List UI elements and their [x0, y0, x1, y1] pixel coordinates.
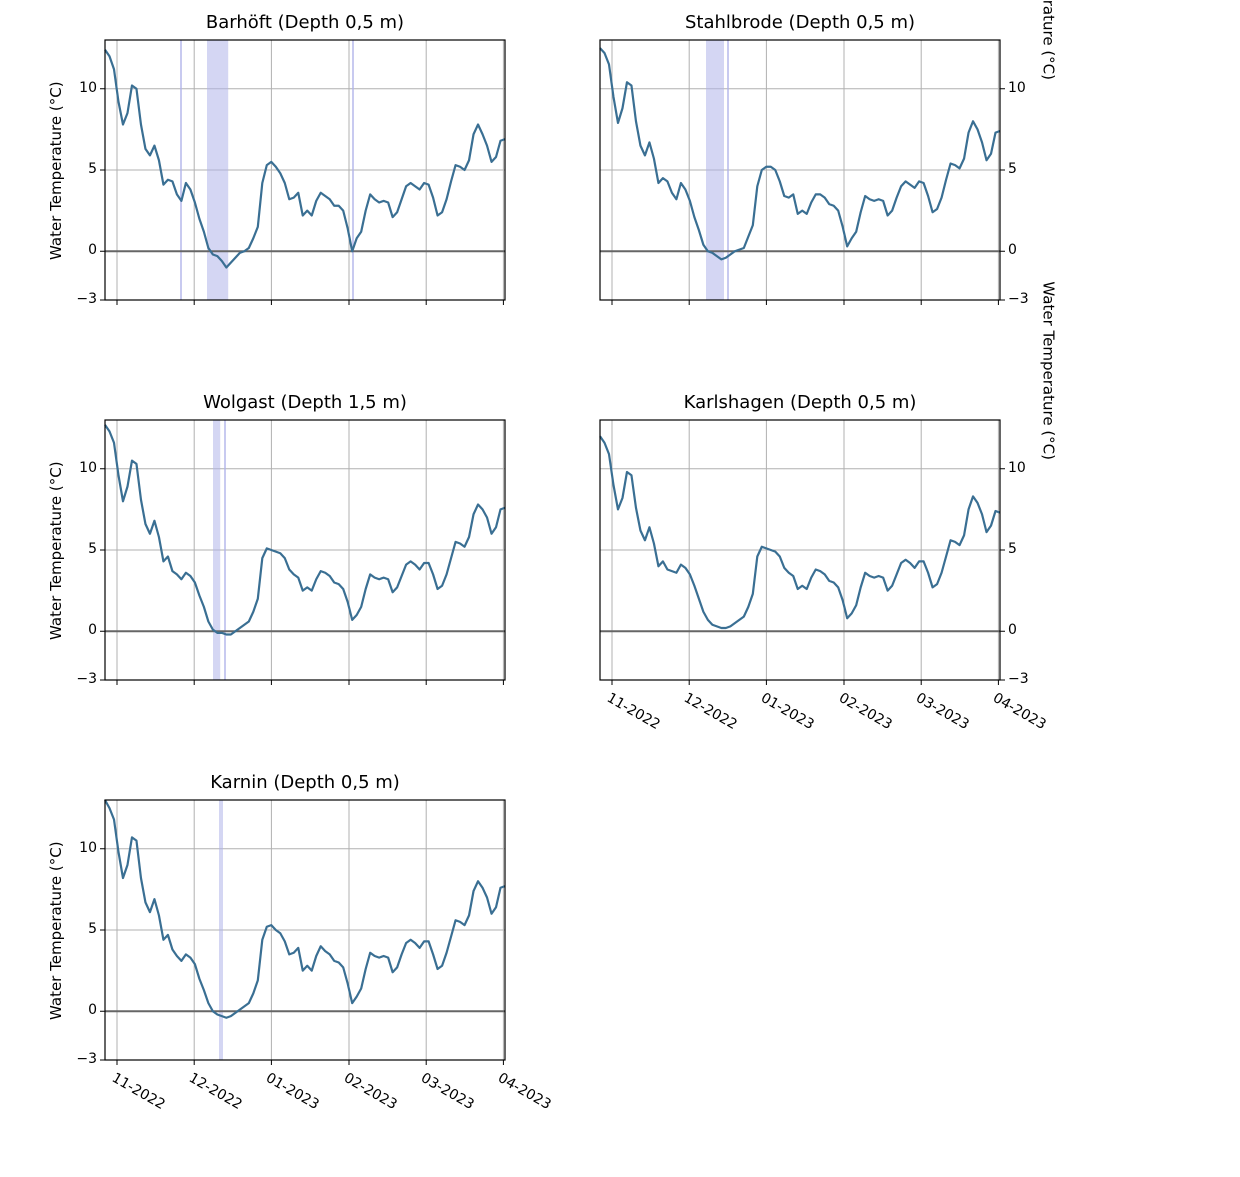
panel-title: Karnin (Depth 0,5 m): [210, 772, 400, 793]
xtick-label: 02-2023: [836, 690, 895, 733]
panel-stahlbrode: [600, 40, 1000, 300]
panel-title: Stahlbrode (Depth 0,5 m): [685, 12, 915, 33]
chart-svg: [105, 40, 505, 300]
ytick-label: 0: [88, 622, 97, 638]
ytick-label: 10: [79, 80, 97, 96]
panel-barhoft: [105, 40, 505, 300]
chart-svg: [600, 420, 1000, 680]
ytick-label: 0: [88, 1002, 97, 1018]
ylabel: Water Temperature (°C): [1040, 281, 1058, 460]
ytick-label: 5: [1008, 541, 1017, 557]
ytick-label: 5: [1008, 161, 1017, 177]
ytick-label: 5: [88, 161, 97, 177]
xtick-label: 11-2022: [604, 690, 663, 733]
xtick-label: 04-2023: [495, 1070, 554, 1113]
panel-wolgast: [105, 420, 505, 680]
series-line: [105, 800, 505, 1018]
ytick-label: 5: [88, 921, 97, 937]
ylabel: Water Temperature (°C): [1040, 0, 1058, 80]
xtick-label: 03-2023: [418, 1070, 477, 1113]
series-line: [600, 436, 1000, 628]
xtick-label: 01-2023: [263, 1070, 322, 1113]
xtick-label: 11-2022: [109, 1070, 168, 1113]
ytick-label: −3: [1008, 291, 1029, 307]
ytick-label: 5: [88, 541, 97, 557]
ytick-label: 10: [79, 460, 97, 476]
series-line: [105, 425, 505, 635]
panel-title: Wolgast (Depth 1,5 m): [203, 392, 407, 413]
series-line: [600, 48, 1000, 259]
xtick-label: 02-2023: [341, 1070, 400, 1113]
xtick-label: 03-2023: [913, 690, 972, 733]
ytick-label: −3: [76, 1051, 97, 1067]
ytick-label: 0: [88, 242, 97, 258]
ytick-label: 10: [1008, 460, 1026, 476]
panel-title: Karlshagen (Depth 0,5 m): [684, 392, 917, 413]
xtick-label: 04-2023: [990, 690, 1049, 733]
ylabel: Water Temperature (°C): [47, 461, 65, 640]
ylabel: Water Temperature (°C): [47, 841, 65, 1020]
chart-svg: [105, 420, 505, 680]
ytick-label: 10: [79, 840, 97, 856]
figure: Barhöft (Depth 0,5 m) 0 5 10 −3 Water Tempera…: [0, 0, 1240, 1177]
ytick-label: −3: [1008, 671, 1029, 687]
ytick-label: −3: [76, 291, 97, 307]
xtick-label: 01-2023: [758, 690, 817, 733]
ytick-label: 0: [1008, 622, 1017, 638]
ytick-label: 0: [1008, 242, 1017, 258]
panel-karlshagen: [600, 420, 1000, 680]
ytick-label: 10: [1008, 80, 1026, 96]
panel-karnin: [105, 800, 505, 1060]
xtick-label: 12-2022: [681, 690, 740, 733]
ylabel: Water Temperature (°C): [47, 81, 65, 260]
series-line: [105, 50, 505, 268]
chart-svg: [600, 40, 1000, 300]
xtick-label: 12-2022: [186, 1070, 245, 1113]
chart-svg: [105, 800, 505, 1060]
ytick-label: −3: [76, 671, 97, 687]
panel-title: Barhöft (Depth 0,5 m): [206, 12, 404, 33]
